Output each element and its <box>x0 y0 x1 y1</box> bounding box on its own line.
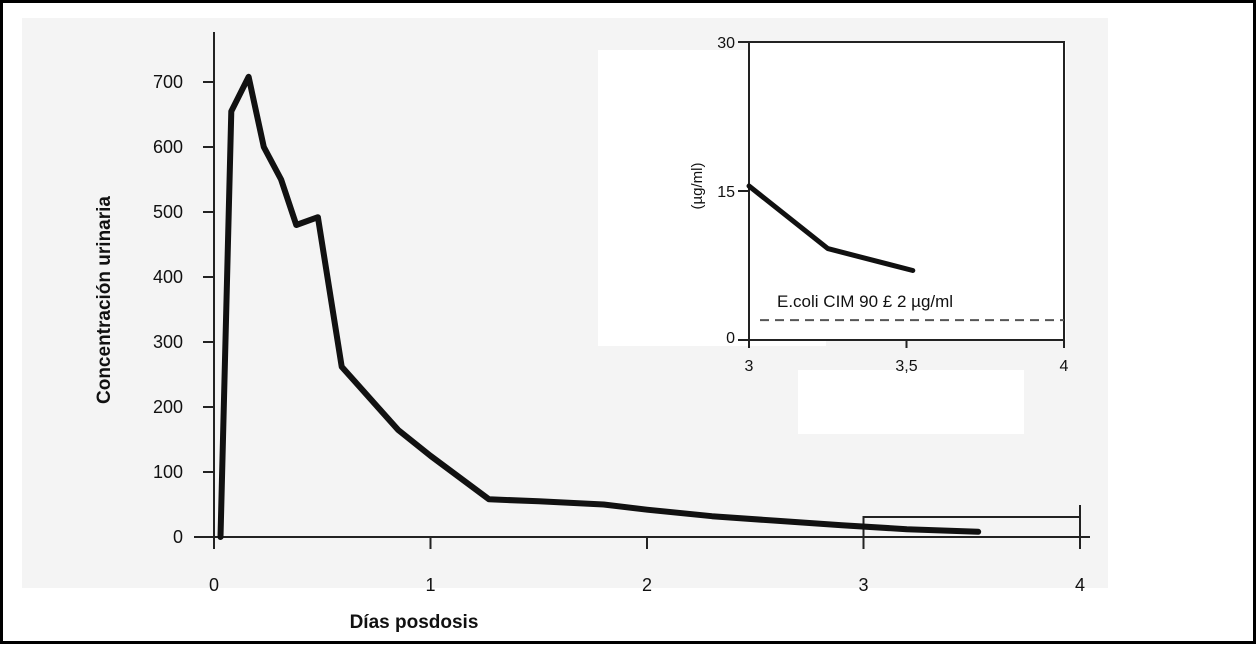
x-tick-label: 1 <box>425 575 435 595</box>
inset-x-tick-label: 3,5 <box>895 358 917 375</box>
inset-y-tick-label: 15 <box>717 184 735 201</box>
x-tick-label: 3 <box>858 575 868 595</box>
y-tick-label: 0 <box>173 527 183 547</box>
inset-y-tick-label: 0 <box>726 330 735 347</box>
x-tick-label: 0 <box>209 575 219 595</box>
inset-series <box>746 183 916 273</box>
inset-y-tick-label: 30 <box>717 35 735 52</box>
inset-y-axis-title: (µg/ml) <box>689 163 706 210</box>
inset-x-tick-label: 3 <box>745 358 754 375</box>
inset-series-line <box>746 183 916 273</box>
y-tick-label: 200 <box>153 397 183 417</box>
concentration-series-line <box>217 73 982 540</box>
inset-axes: 0 15 30 3 3,5 4 <box>717 35 1068 375</box>
y-tick-label: 600 <box>153 137 183 157</box>
inset-x-tick-label: 4 <box>1060 358 1069 375</box>
inset-background <box>748 42 1066 340</box>
y-tick-label: 500 <box>153 202 183 222</box>
y-tick-label: 700 <box>153 72 183 92</box>
y-tick-label: 100 <box>153 462 183 482</box>
y-axis-title: Concentración urinaria <box>94 196 115 404</box>
y-tick-label: 300 <box>153 332 183 352</box>
x-tick-label: 4 <box>1075 575 1085 595</box>
inset-white-patch-b <box>798 370 1024 434</box>
y-tick-label: 400 <box>153 267 183 287</box>
reference-line-label: E.coli CIM 90 £ 2 µg/ml <box>777 292 953 311</box>
main-series <box>217 73 982 540</box>
x-axis-title: Días posdosis <box>350 612 479 633</box>
x-tick-label: 2 <box>642 575 652 595</box>
